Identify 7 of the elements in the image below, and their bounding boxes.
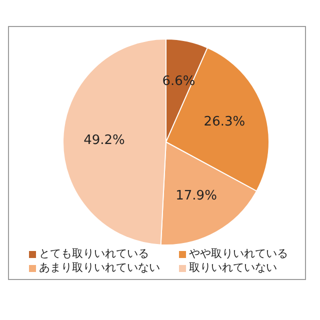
data-label: 17.9% bbox=[176, 188, 217, 204]
legend-label: あまり取りいれていない bbox=[39, 261, 160, 275]
data-label: 49.2% bbox=[84, 132, 125, 148]
legend-label: とても取りいれている bbox=[39, 247, 149, 261]
legend-label: やや取りいれている bbox=[189, 247, 288, 261]
data-label: 26.3% bbox=[204, 114, 246, 130]
legend-label: 取りいれていない bbox=[189, 261, 277, 275]
